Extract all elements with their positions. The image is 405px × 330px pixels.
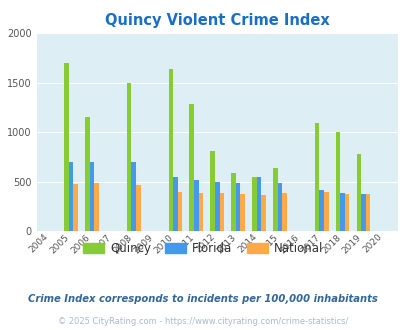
Bar <box>272 168 277 231</box>
Bar <box>339 193 344 231</box>
Bar <box>240 194 244 231</box>
Bar <box>344 194 349 231</box>
Bar <box>64 63 68 231</box>
Title: Quincy Violent Crime Index: Quincy Violent Crime Index <box>104 13 329 28</box>
Bar <box>189 104 194 231</box>
Bar <box>68 162 73 231</box>
Legend: Quincy, Florida, National: Quincy, Florida, National <box>78 237 327 260</box>
Bar <box>177 192 182 231</box>
Bar <box>277 183 281 231</box>
Bar <box>314 123 319 231</box>
Bar <box>256 177 261 231</box>
Bar <box>85 117 90 231</box>
Bar <box>323 192 328 231</box>
Bar <box>126 82 131 231</box>
Bar <box>230 173 235 231</box>
Bar <box>235 183 240 231</box>
Bar <box>281 193 286 231</box>
Bar <box>198 193 203 231</box>
Bar <box>365 194 369 231</box>
Bar <box>214 182 219 231</box>
Bar <box>194 180 198 231</box>
Bar <box>335 132 339 231</box>
Bar <box>173 177 177 231</box>
Text: © 2025 CityRating.com - https://www.cityrating.com/crime-statistics/: © 2025 CityRating.com - https://www.city… <box>58 317 347 326</box>
Bar <box>136 185 140 231</box>
Bar <box>261 195 265 231</box>
Bar <box>73 184 78 231</box>
Bar <box>219 193 224 231</box>
Bar <box>319 190 323 231</box>
Bar <box>131 162 136 231</box>
Bar <box>210 151 214 231</box>
Bar <box>168 69 173 231</box>
Bar <box>356 154 360 231</box>
Bar <box>360 194 365 231</box>
Bar <box>90 162 94 231</box>
Bar <box>252 177 256 231</box>
Bar <box>94 183 98 231</box>
Text: Crime Index corresponds to incidents per 100,000 inhabitants: Crime Index corresponds to incidents per… <box>28 294 377 304</box>
